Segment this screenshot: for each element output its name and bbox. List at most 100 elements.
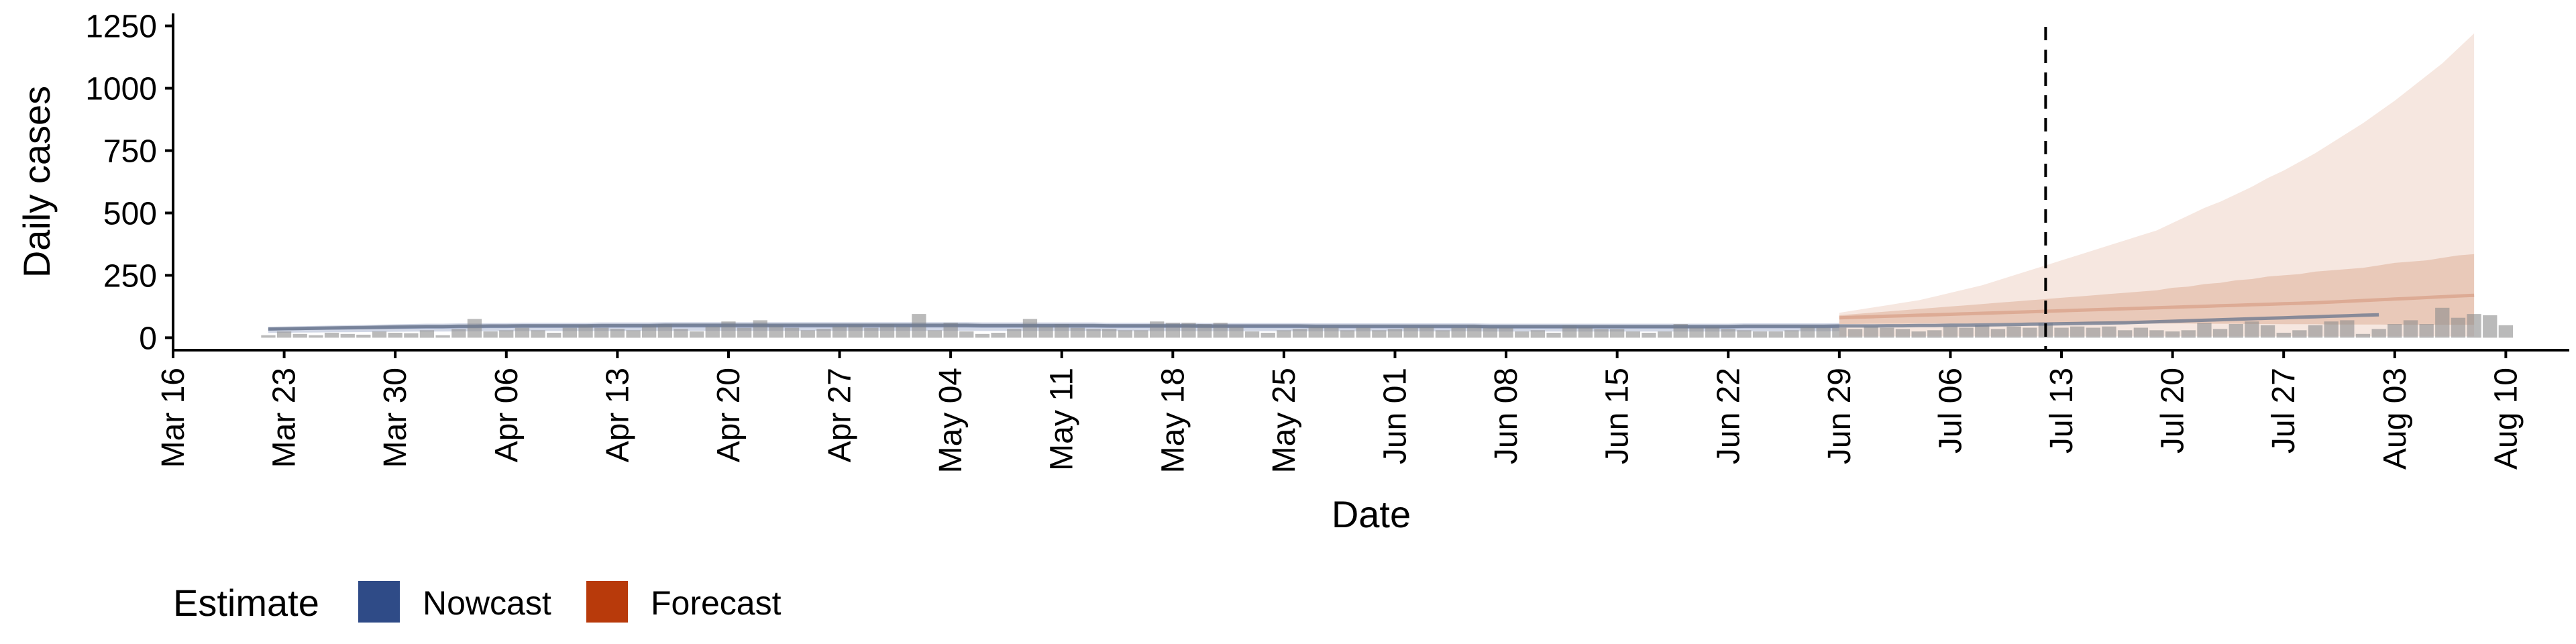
observed-bar: [309, 335, 323, 338]
observed-bar: [467, 319, 482, 338]
y-tick-label: 1000: [85, 72, 157, 107]
observed-bar: [784, 327, 800, 338]
observed-bar: [2149, 330, 2164, 338]
x-tick-label: Jul 27: [2266, 368, 2302, 453]
observed-bar: [2245, 321, 2259, 338]
observed-bar: [1530, 330, 1545, 338]
observed-bar: [1578, 326, 1593, 338]
observed-bar: [1387, 329, 1403, 338]
observed-bar: [1959, 327, 1974, 338]
observed-bar: [2355, 333, 2371, 338]
observed-bar: [2483, 315, 2498, 338]
observed-bar: [1292, 329, 1307, 338]
y-axis-title: Daily cases: [15, 86, 58, 278]
observed-bar: [1102, 329, 1117, 338]
observed-bar: [2387, 324, 2402, 338]
x-axis-title: Date: [1332, 493, 1411, 535]
legend-label-forecast: Forecast: [651, 584, 782, 622]
observed-bar: [1308, 326, 1323, 338]
observed-bar: [1943, 326, 1958, 338]
observed-bar: [769, 325, 784, 338]
observed-bar: [276, 331, 292, 338]
x-tick-label: Mar 30: [378, 368, 413, 468]
observed-bar: [2229, 324, 2243, 338]
forecast-outer-band: [1839, 33, 2475, 337]
x-tick-label: Jun 08: [1489, 368, 1524, 464]
x-tick-label: Apr 27: [822, 368, 858, 462]
observed-bar: [1610, 329, 1625, 338]
observed-bar: [1847, 329, 1863, 338]
observed-bar: [483, 331, 498, 338]
observed-bar: [356, 334, 371, 338]
observed-bar: [1086, 329, 1101, 338]
forecast-median-line: [1839, 293, 2475, 320]
observed-bar: [2371, 329, 2386, 338]
legend-label-nowcast: Nowcast: [423, 584, 551, 622]
observed-bar: [1658, 331, 1672, 338]
observed-bar: [975, 333, 990, 338]
observed-bar: [1070, 327, 1085, 338]
observed-bar: [927, 330, 943, 338]
observed-bar: [2086, 327, 2100, 338]
observed-bars: [261, 307, 2513, 338]
observed-bar: [690, 331, 704, 338]
nowcast-median-line: [268, 313, 2379, 331]
observed-bar: [388, 333, 402, 338]
observed-bar: [2197, 323, 2212, 338]
y-tick-label: 750: [103, 134, 157, 170]
observed-bar: [1022, 319, 1038, 338]
observed-bar: [515, 327, 530, 338]
observed-bar: [2006, 326, 2021, 338]
observed-bar: [1515, 331, 1529, 338]
x-tick-label: Mar 23: [267, 368, 303, 468]
observed-bar: [737, 327, 752, 338]
x-tick-label: Jul 20: [2155, 368, 2191, 453]
observed-bar: [451, 329, 466, 338]
observed-bar: [1784, 330, 1799, 338]
observed-bar: [2451, 317, 2466, 338]
observed-bar: [578, 325, 593, 338]
x-tick-label: May 04: [933, 368, 969, 473]
observed-bar: [1150, 321, 1165, 338]
observed-bar: [1546, 333, 1561, 338]
x-tick-label: Apr 20: [711, 368, 747, 462]
observed-bar: [1864, 326, 1878, 338]
y-tick-label: 1250: [85, 9, 157, 45]
observed-bar: [674, 329, 688, 338]
observed-bar: [2165, 331, 2180, 338]
observed-bar: [1372, 330, 1387, 338]
x-tick-label: May 18: [1155, 368, 1191, 473]
observed-bar: [2340, 320, 2355, 338]
observed-bar: [800, 330, 815, 338]
observed-bar: [1642, 333, 1656, 338]
observed-bar: [2403, 320, 2418, 338]
observed-bar: [1007, 329, 1022, 338]
observed-bar: [657, 324, 672, 338]
observed-bar: [2308, 325, 2323, 338]
observed-bar: [705, 326, 720, 338]
forecast-inner-band: [1839, 254, 2475, 325]
observed-bar: [1625, 331, 1640, 338]
observed-bar: [562, 327, 577, 338]
observed-bar: [324, 333, 339, 338]
observed-bar: [1055, 324, 1069, 338]
observed-bar: [2118, 330, 2133, 338]
observed-bar: [1895, 329, 1911, 338]
legend-key-nowcast: [358, 581, 400, 623]
uncertainty-bands: [268, 33, 2475, 337]
observed-bar: [959, 331, 974, 338]
observed-bar: [1721, 329, 1735, 338]
axes: 0 250 500 750 1000 1250 Mar 16 Mar 23 Mar 30 Apr …: [85, 9, 2569, 473]
observed-bar: [1340, 330, 1355, 338]
observed-bar: [1356, 327, 1371, 338]
observed-bar: [531, 330, 545, 338]
observed-bar: [1800, 326, 1815, 338]
legend-key-forecast: [586, 581, 628, 623]
observed-bar: [848, 325, 863, 338]
legend-title: Estimate: [173, 582, 319, 624]
observed-bar: [1737, 330, 1752, 338]
x-tick-label: Aug 10: [2488, 368, 2524, 470]
x-tick-label: Jun 15: [1600, 368, 1635, 464]
observed-bar: [2260, 325, 2275, 338]
observed-bar: [2419, 324, 2434, 338]
